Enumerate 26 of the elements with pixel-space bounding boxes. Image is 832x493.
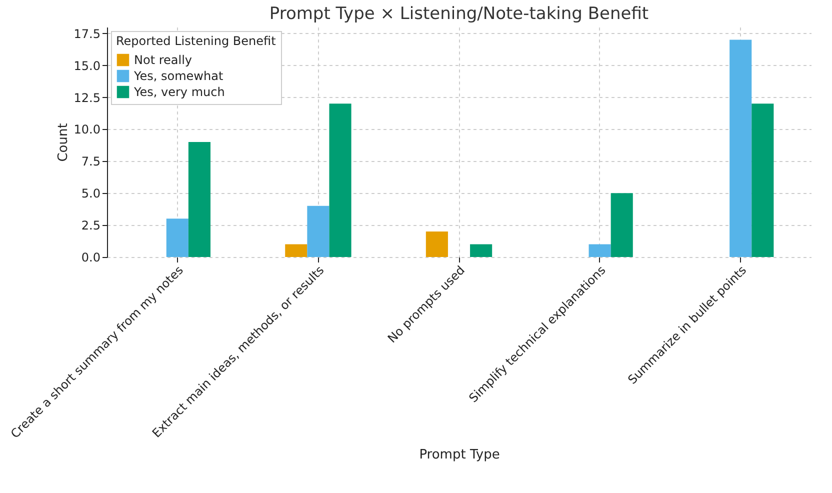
y-tick-label: 15.0 xyxy=(74,58,100,73)
legend-label: Not really xyxy=(134,53,192,67)
bar xyxy=(166,218,188,257)
chart-title: Prompt Type × Listening/Note-taking Benefit xyxy=(269,4,649,24)
x-axis-title: Prompt Type xyxy=(419,447,500,462)
bar xyxy=(188,142,210,257)
y-tick-label: 12.5 xyxy=(74,90,100,105)
bar xyxy=(285,244,308,257)
legend-title: Reported Listening Benefit xyxy=(116,34,276,48)
bar xyxy=(610,193,633,257)
y-tick-label: 17.5 xyxy=(74,26,100,41)
y-tick-label: 2.5 xyxy=(81,218,100,233)
bar xyxy=(752,104,774,257)
bar xyxy=(730,40,752,257)
y-tick-label: 7.5 xyxy=(81,154,100,169)
y-axis-title: Count xyxy=(56,123,71,162)
bar xyxy=(588,244,611,257)
y-tick-label: 0.0 xyxy=(81,250,100,264)
y-tick-label: 10.0 xyxy=(74,122,100,137)
bar xyxy=(470,244,492,257)
legend-label: Yes, somewhat xyxy=(133,69,224,83)
bar xyxy=(329,104,352,257)
bar xyxy=(426,231,448,257)
legend-label: Yes, very much xyxy=(133,85,225,99)
y-tick-label: 5.0 xyxy=(81,186,100,201)
bar xyxy=(307,206,330,257)
